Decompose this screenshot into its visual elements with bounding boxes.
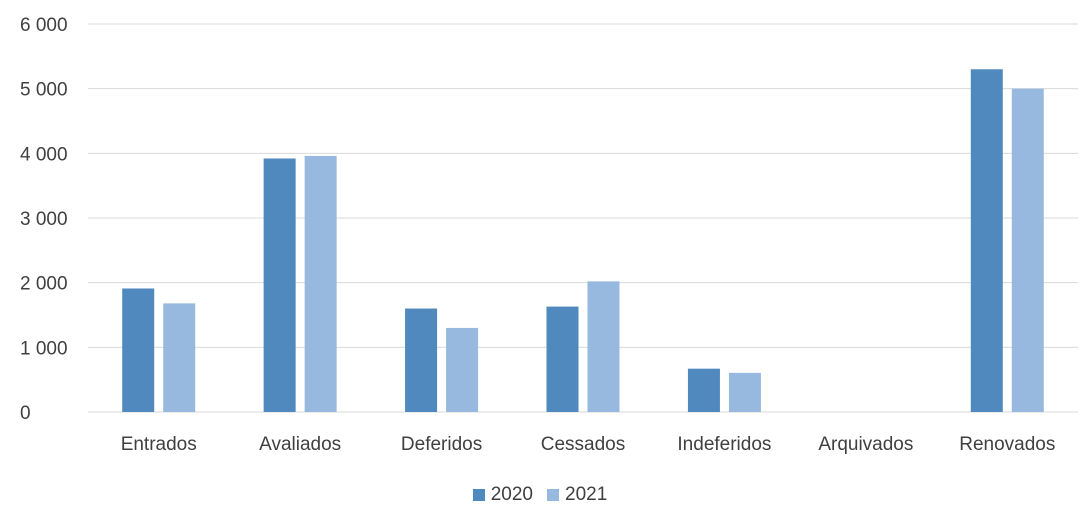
bar-renovados-2020 [970, 69, 1003, 413]
bar-indeferidos-2021 [728, 372, 761, 412]
x-tick-label-3: Cessados [541, 434, 626, 455]
legend-swatch-2021 [547, 489, 559, 501]
bar-avaliados-2020 [263, 158, 296, 412]
y-tick-label-0: 0 [20, 403, 31, 424]
bar-cessados-2020 [546, 306, 579, 412]
bar-renovados-2021 [1011, 88, 1044, 413]
y-tick-label-3: 3 000 [20, 209, 68, 230]
x-tick-label-5: Arquivados [818, 434, 913, 455]
y-tick-label-2: 2 000 [20, 274, 68, 295]
bar-cessados-2021 [587, 281, 620, 412]
y-tick-label-5: 5 000 [20, 80, 68, 101]
y-tick-label-1: 1 000 [20, 338, 68, 359]
y-tick-label-6: 6 000 [20, 15, 68, 36]
legend-label-2021: 2021 [565, 484, 608, 505]
legend-item-2020: 2020 [472, 484, 533, 506]
legend-label-2020: 2020 [490, 484, 533, 505]
bar-avaliados-2021 [304, 155, 337, 413]
y-tick-label-4: 4 000 [20, 144, 68, 165]
bar-indeferidos-2020 [687, 368, 720, 412]
legend: 2020 2021 [0, 484, 1080, 506]
legend-swatch-2020 [472, 489, 485, 501]
bar-entrados-2021 [163, 303, 196, 412]
x-tick-label-6: Renovados [959, 434, 1055, 455]
bar-deferidos-2020 [405, 308, 438, 412]
x-tick-label-1: Avaliados [259, 434, 341, 455]
bar-deferidos-2021 [446, 327, 479, 412]
x-tick-label-2: Deferidos [401, 434, 482, 455]
x-tick-label-4: Indeferidos [677, 434, 771, 455]
legend-item-2021: 2021 [547, 484, 607, 506]
bar-entrados-2020 [122, 288, 155, 412]
x-tick-label-0: Entrados [121, 434, 197, 455]
